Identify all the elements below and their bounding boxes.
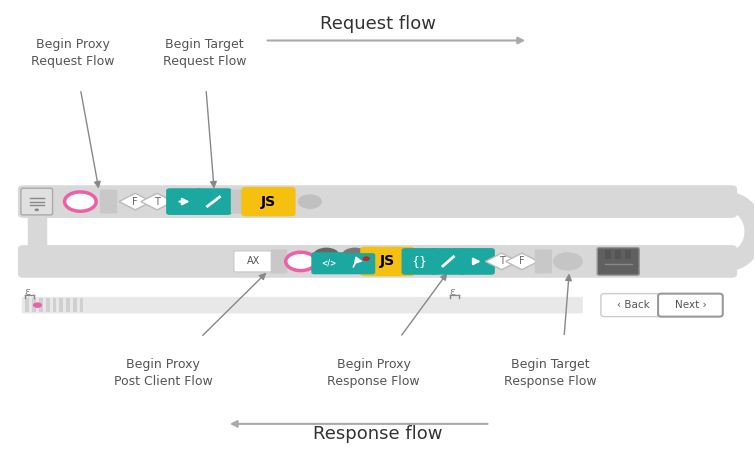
FancyBboxPatch shape: [166, 188, 202, 215]
Text: Begin Proxy
Post Client Flow: Begin Proxy Post Client Flow: [114, 358, 212, 388]
Circle shape: [285, 252, 316, 270]
Text: Next ›: Next ›: [675, 300, 706, 310]
Text: F: F: [519, 257, 525, 266]
Polygon shape: [46, 298, 50, 312]
Text: F: F: [132, 197, 138, 206]
Text: ε: ε: [449, 287, 455, 297]
FancyBboxPatch shape: [234, 251, 273, 272]
Text: ε: ε: [24, 287, 30, 297]
Circle shape: [297, 194, 322, 209]
FancyBboxPatch shape: [360, 247, 414, 276]
Polygon shape: [39, 298, 43, 312]
Text: Begin Target
Request Flow: Begin Target Request Flow: [163, 38, 246, 68]
FancyBboxPatch shape: [106, 190, 117, 213]
Text: AX: AX: [247, 257, 260, 266]
Text: JS: JS: [261, 194, 276, 209]
FancyBboxPatch shape: [430, 248, 467, 275]
FancyBboxPatch shape: [196, 188, 232, 215]
FancyBboxPatch shape: [615, 250, 621, 259]
FancyBboxPatch shape: [597, 248, 639, 275]
Polygon shape: [72, 298, 76, 312]
Polygon shape: [32, 298, 36, 312]
Circle shape: [362, 257, 370, 261]
FancyBboxPatch shape: [601, 294, 666, 317]
FancyBboxPatch shape: [21, 188, 53, 215]
FancyBboxPatch shape: [402, 248, 438, 275]
Text: {}: {}: [411, 255, 427, 268]
FancyBboxPatch shape: [237, 190, 248, 213]
FancyBboxPatch shape: [271, 250, 281, 273]
Polygon shape: [485, 253, 518, 270]
Circle shape: [341, 248, 368, 264]
Polygon shape: [60, 298, 63, 312]
Text: ‹ Back: ‹ Back: [617, 300, 649, 310]
Polygon shape: [53, 298, 57, 312]
FancyBboxPatch shape: [535, 250, 545, 273]
FancyBboxPatch shape: [459, 248, 495, 275]
Text: Begin Proxy
Response Flow: Begin Proxy Response Flow: [328, 358, 420, 388]
FancyBboxPatch shape: [276, 250, 287, 273]
Circle shape: [313, 248, 340, 264]
Polygon shape: [79, 298, 83, 312]
FancyBboxPatch shape: [541, 250, 552, 273]
Circle shape: [553, 252, 583, 270]
FancyBboxPatch shape: [342, 253, 375, 274]
FancyBboxPatch shape: [22, 297, 583, 313]
Circle shape: [65, 192, 96, 211]
FancyBboxPatch shape: [242, 187, 295, 216]
Polygon shape: [66, 298, 70, 312]
Polygon shape: [119, 193, 152, 210]
Text: Begin Proxy
Request Flow: Begin Proxy Request Flow: [31, 38, 115, 68]
Text: Begin Target
Response Flow: Begin Target Response Flow: [504, 358, 596, 388]
FancyBboxPatch shape: [311, 252, 346, 274]
Text: JS: JS: [380, 254, 395, 269]
Polygon shape: [26, 298, 29, 312]
FancyBboxPatch shape: [625, 250, 631, 259]
Circle shape: [35, 208, 39, 211]
Polygon shape: [506, 253, 538, 270]
Text: Response flow: Response flow: [313, 425, 442, 443]
Text: T: T: [154, 197, 160, 206]
Circle shape: [33, 302, 42, 308]
Text: T: T: [499, 257, 504, 266]
FancyBboxPatch shape: [231, 190, 242, 213]
FancyBboxPatch shape: [606, 250, 612, 259]
Text: </>: </>: [321, 259, 336, 268]
Text: Request flow: Request flow: [319, 15, 436, 33]
FancyBboxPatch shape: [658, 294, 723, 317]
FancyBboxPatch shape: [18, 245, 737, 278]
Polygon shape: [141, 193, 174, 210]
FancyBboxPatch shape: [18, 185, 737, 218]
FancyBboxPatch shape: [100, 190, 110, 213]
